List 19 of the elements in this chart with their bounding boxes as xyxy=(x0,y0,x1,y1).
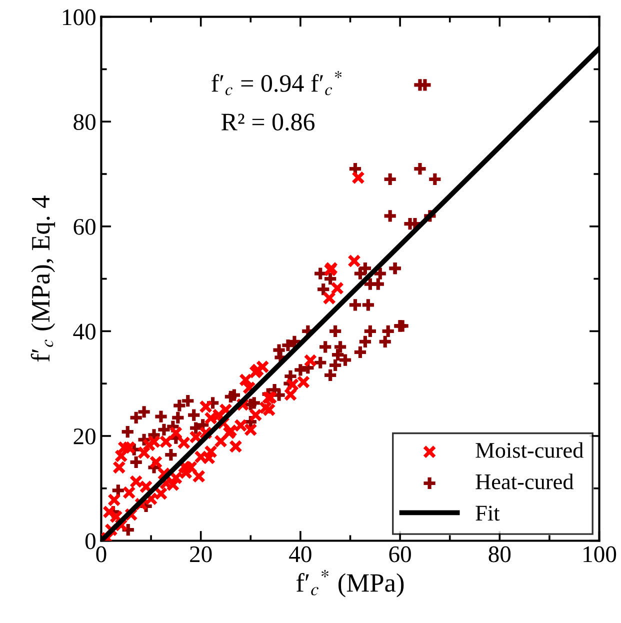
legend-label: Heat-cured xyxy=(476,474,574,490)
y-axis-title: f′$_{c}$ (MPa), Eq. 4 xyxy=(30,196,56,362)
y-tick-label: 20 xyxy=(74,428,96,444)
annotation: R² = 0.86 xyxy=(221,114,315,131)
y-tick-label: 40 xyxy=(73,324,96,340)
x-tick-label: 80 xyxy=(488,546,511,562)
y-tick-label: 100 xyxy=(63,9,96,26)
annotation: f′$_{c}$ = 0.94 f′$_{c}$$^{*}$ xyxy=(212,70,342,96)
y-tick-label: 0 xyxy=(85,533,96,550)
x-tick-label: 0 xyxy=(96,546,106,562)
legend-label: Moist-cured xyxy=(476,442,584,458)
legend-label: Fit xyxy=(476,506,500,521)
x-tick-label: 20 xyxy=(190,546,212,562)
x-tick-label: 40 xyxy=(289,546,312,562)
x-axis-title: f′$_{c}$$^{*}$ (MPa) xyxy=(296,570,404,598)
y-tick-label: 80 xyxy=(74,114,96,130)
x-tick-label: 60 xyxy=(389,546,411,562)
x-tick-label: 100 xyxy=(584,546,616,562)
y-tick-label: 60 xyxy=(74,218,96,235)
